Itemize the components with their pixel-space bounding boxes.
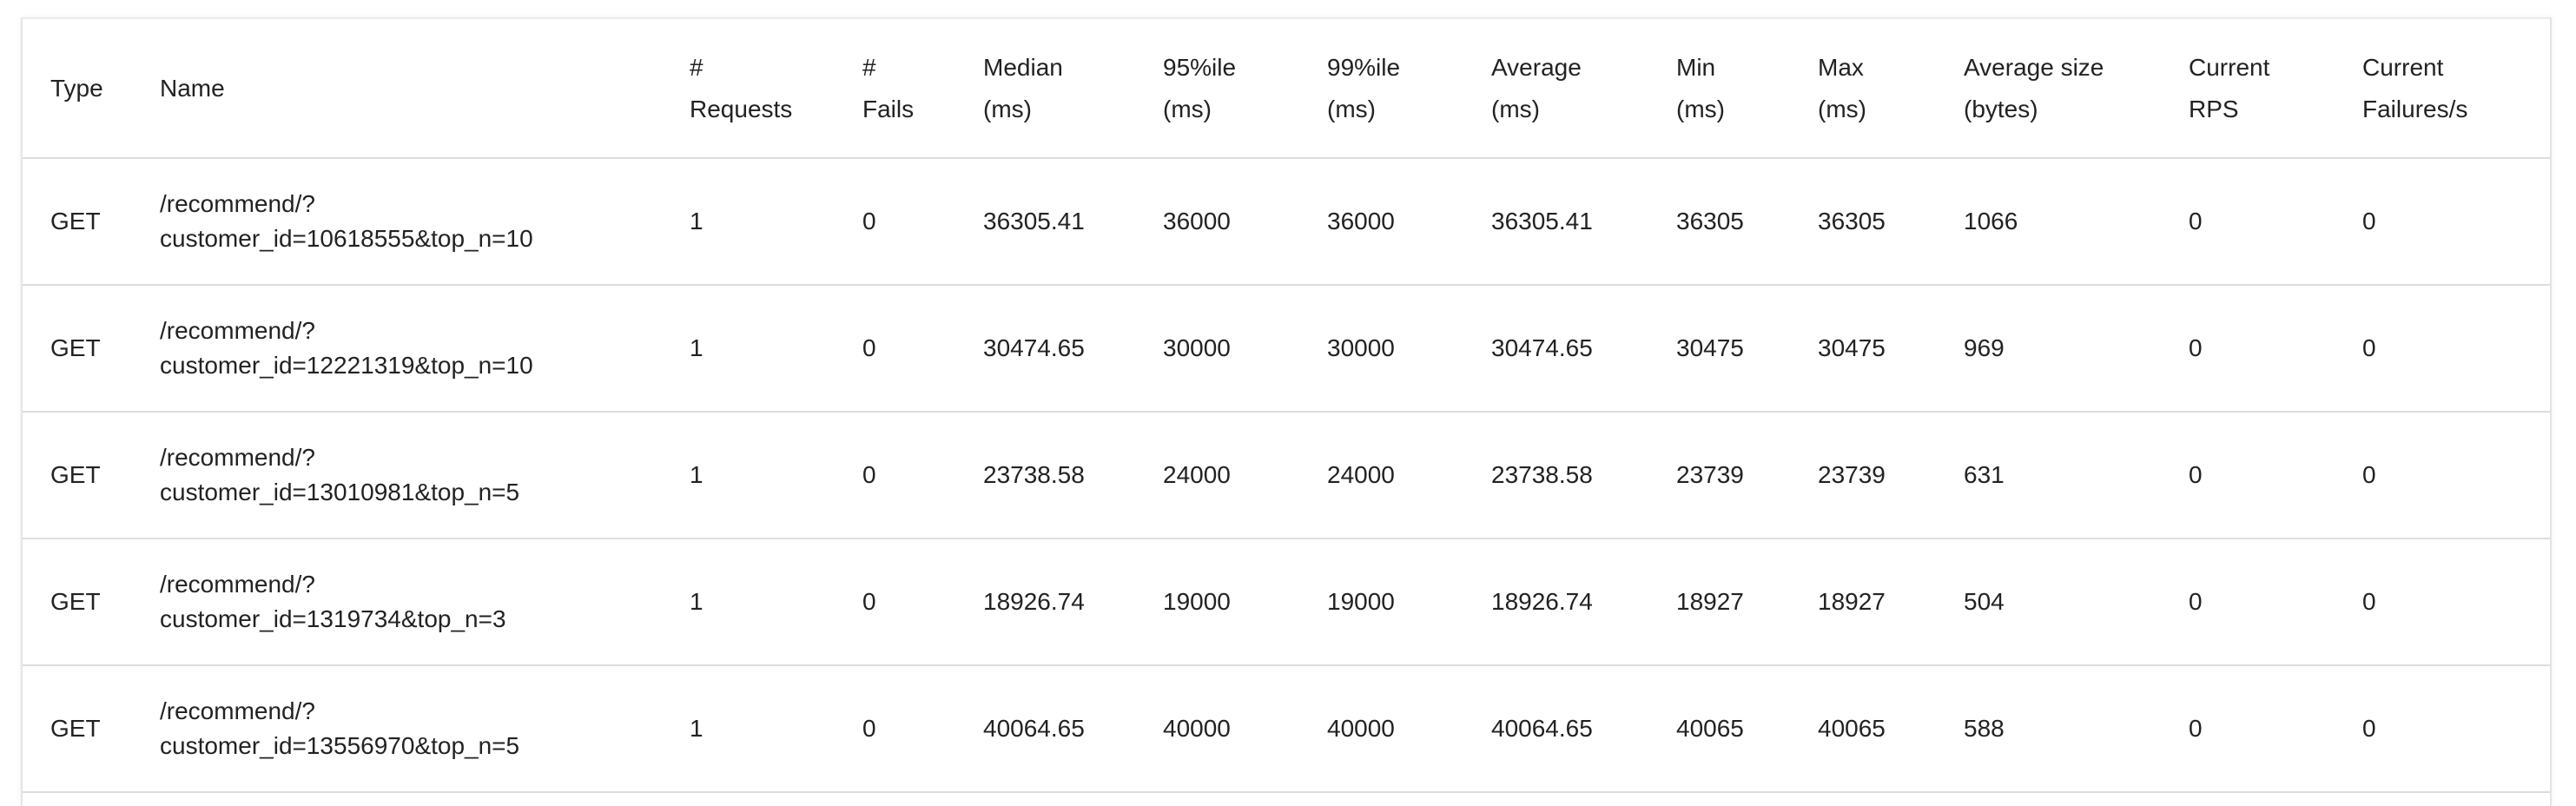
cell-average-size: 504 [1964, 588, 2005, 615]
cell-fails: 0 [862, 461, 876, 488]
cell-p95: 40000 [1163, 715, 1231, 742]
cell-p99: 40000 [1327, 715, 1395, 742]
cell-current-failures: 0 [2362, 208, 2376, 235]
cell-name: /recommend/? customer_id=12221319&top_n=1… [160, 317, 533, 379]
cell-name: /recommend/? customer_id=13556970&top_n=5 [160, 697, 520, 759]
cell-median: 18926.74 [983, 588, 1085, 615]
cell-average: 36305.41 [1491, 208, 1593, 235]
cell-average-size: 631 [1964, 461, 2005, 488]
cell-fails: 0 [862, 588, 876, 615]
cell-median: 30474.65 [983, 334, 1085, 361]
cell-p95: 24000 [1163, 461, 1231, 488]
cell-type: GET [50, 588, 101, 615]
cell-name: /recommend/? customer_id=1319734&top_n=3 [160, 571, 506, 632]
cell-average: 23738.58 [1491, 461, 1593, 488]
cell-current-failures: 0 [2362, 334, 2376, 361]
cell-current-failures: 0 [2362, 715, 2376, 742]
column-header-type[interactable]: Type [23, 19, 132, 159]
cell-median: 36305.41 [983, 208, 1085, 235]
cell-fails: 0 [862, 334, 876, 361]
stats-table-panel: Type Name # Requests # Fails Median (ms) 95… [21, 17, 2552, 806]
cell-p95: 36000 [1163, 208, 1231, 235]
cell-average-size: 588 [1964, 715, 2005, 742]
cell-max: 18927 [1818, 588, 1886, 615]
table-row: GET /recommend/? customer_id=1319734&top_… [23, 538, 2550, 665]
table-row: GET /recommend/? customer_id=12221319&top… [23, 285, 2550, 412]
column-header-max[interactable]: Max (ms) [1790, 19, 1936, 159]
cell-average: 40064.65 [1491, 715, 1593, 742]
column-header-median[interactable]: Median (ms) [955, 19, 1135, 159]
cell-requests: 1 [690, 461, 703, 488]
column-header-requests[interactable]: # Requests [662, 19, 835, 159]
column-header-p95[interactable]: 95%ile (ms) [1135, 19, 1299, 159]
table-row: GET /recommend/? customer_id=13556970&top… [23, 665, 2550, 792]
column-header-current-failures[interactable]: Current Failures/s [2335, 19, 2550, 159]
cell-average: 30474.65 [1491, 334, 1593, 361]
cell-current-rps: 0 [2189, 588, 2203, 615]
table-row: GET /recommend/? customer_id=13010981&top… [23, 412, 2550, 538]
cell-p99: 36000 [1327, 208, 1395, 235]
cell-current-failures: 0 [2362, 461, 2376, 488]
cell-fails: 0 [862, 715, 876, 742]
cell-average-size: 969 [1964, 334, 2005, 361]
cell-p99: 19000 [1327, 588, 1395, 615]
cell-min: 23739 [1676, 461, 1744, 488]
cell-p95: 19000 [1163, 588, 1231, 615]
cell-average-size: 1066 [1964, 208, 2018, 235]
cell-type: GET [50, 715, 101, 742]
table-header-row: Type Name # Requests # Fails Median (ms) 95… [23, 19, 2550, 159]
cell-requests: 1 [690, 715, 703, 742]
cell-type: GET [50, 334, 101, 361]
cell-max: 23739 [1818, 461, 1886, 488]
column-header-p99[interactable]: 99%ile (ms) [1299, 19, 1463, 159]
cell-name: /recommend/? customer_id=13010981&top_n=5 [160, 444, 520, 505]
cell-p99: 24000 [1327, 461, 1395, 488]
cell-requests: 1 [690, 588, 703, 615]
cell-median: 23738.58 [983, 461, 1085, 488]
column-header-current-rps[interactable]: Current RPS [2161, 19, 2335, 159]
cell-name: /recommend/? customer_id=10618555&top_n=1… [160, 190, 533, 252]
column-header-fails[interactable]: # Fails [835, 19, 955, 159]
cell-min: 40065 [1676, 715, 1744, 742]
cell-current-rps: 0 [2189, 334, 2203, 361]
cell-current-rps: 0 [2189, 715, 2203, 742]
cell-current-rps: 0 [2189, 461, 2203, 488]
cell-current-failures: 0 [2362, 588, 2376, 615]
cell-max: 30475 [1818, 334, 1886, 361]
cell-min: 36305 [1676, 208, 1744, 235]
cell-requests: 1 [690, 334, 703, 361]
cell-p99: 30000 [1327, 334, 1395, 361]
cell-max: 40065 [1818, 715, 1886, 742]
cell-requests: 1 [690, 208, 703, 235]
column-header-name[interactable]: Name [132, 19, 662, 159]
cell-type: GET [50, 208, 101, 235]
column-header-average-size[interactable]: Average size (bytes) [1936, 19, 2161, 159]
cell-p95: 30000 [1163, 334, 1231, 361]
cell-min: 18927 [1676, 588, 1744, 615]
table-row: GET /recommend/? customer_id=10618555&top… [23, 158, 2550, 285]
cell-type: GET [50, 461, 101, 488]
request-stats-table: Type Name # Requests # Fails Median (ms) 95… [23, 19, 2550, 793]
cell-average: 18926.74 [1491, 588, 1593, 615]
cell-median: 40064.65 [983, 715, 1085, 742]
column-header-average[interactable]: Average (ms) [1463, 19, 1648, 159]
column-header-min[interactable]: Min (ms) [1648, 19, 1790, 159]
cell-fails: 0 [862, 208, 876, 235]
cell-current-rps: 0 [2189, 208, 2203, 235]
cell-max: 36305 [1818, 208, 1886, 235]
cell-min: 30475 [1676, 334, 1744, 361]
